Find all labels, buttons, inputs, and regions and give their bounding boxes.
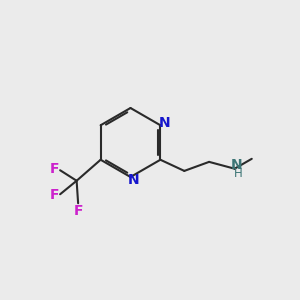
Text: F: F <box>74 204 83 218</box>
Text: N: N <box>128 173 139 187</box>
Text: H: H <box>234 167 243 180</box>
Text: F: F <box>50 162 59 176</box>
Text: N: N <box>230 158 242 172</box>
Text: N: N <box>158 116 170 130</box>
Text: F: F <box>50 188 59 202</box>
